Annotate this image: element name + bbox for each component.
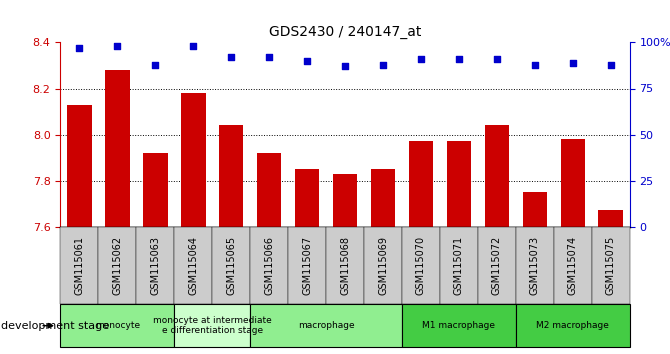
Bar bbox=[484, 125, 509, 227]
Bar bbox=[598, 210, 623, 227]
Point bbox=[606, 62, 616, 67]
Text: GSM115075: GSM115075 bbox=[606, 236, 616, 295]
Text: GSM115072: GSM115072 bbox=[492, 236, 502, 295]
Text: GSM115068: GSM115068 bbox=[340, 236, 350, 295]
Text: GSM115070: GSM115070 bbox=[416, 236, 426, 295]
Bar bbox=[257, 153, 281, 227]
Point bbox=[492, 56, 502, 62]
Point bbox=[188, 43, 198, 49]
Point bbox=[264, 55, 275, 60]
Text: GSM115062: GSM115062 bbox=[113, 236, 122, 295]
Bar bbox=[409, 141, 433, 227]
Text: GSM115064: GSM115064 bbox=[188, 236, 198, 295]
Bar bbox=[181, 93, 206, 227]
Point bbox=[150, 62, 161, 67]
Point bbox=[112, 43, 123, 49]
Point bbox=[529, 62, 540, 67]
Bar bbox=[219, 125, 243, 227]
Text: monocyte at intermediate
e differentiation stage: monocyte at intermediate e differentiati… bbox=[153, 316, 271, 335]
Point bbox=[74, 45, 84, 51]
Text: GSM115063: GSM115063 bbox=[150, 236, 160, 295]
Point bbox=[567, 60, 578, 65]
Point bbox=[302, 58, 312, 64]
Text: GSM115073: GSM115073 bbox=[530, 236, 540, 295]
Text: monocyte: monocyte bbox=[94, 321, 140, 330]
Point bbox=[226, 55, 237, 60]
Text: GSM115067: GSM115067 bbox=[302, 236, 312, 295]
Bar bbox=[447, 141, 471, 227]
Bar bbox=[105, 70, 129, 227]
Text: M2 macrophage: M2 macrophage bbox=[537, 321, 609, 330]
Text: GSM115066: GSM115066 bbox=[264, 236, 274, 295]
Text: GSM115061: GSM115061 bbox=[74, 236, 84, 295]
Bar bbox=[295, 169, 320, 227]
Point bbox=[415, 56, 426, 62]
Point bbox=[340, 64, 350, 69]
Bar bbox=[371, 169, 395, 227]
Text: GSM115074: GSM115074 bbox=[568, 236, 578, 295]
Point bbox=[454, 56, 464, 62]
Point bbox=[378, 62, 389, 67]
Bar bbox=[143, 153, 168, 227]
Text: M1 macrophage: M1 macrophage bbox=[423, 321, 495, 330]
Text: GSM115069: GSM115069 bbox=[378, 236, 388, 295]
Bar bbox=[333, 173, 357, 227]
Bar bbox=[561, 139, 585, 227]
Title: GDS2430 / 240147_at: GDS2430 / 240147_at bbox=[269, 25, 421, 39]
Text: macrophage: macrophage bbox=[297, 321, 354, 330]
Bar bbox=[523, 192, 547, 227]
Text: GSM115071: GSM115071 bbox=[454, 236, 464, 295]
Text: GSM115065: GSM115065 bbox=[226, 236, 236, 295]
Bar bbox=[67, 104, 92, 227]
Text: development stage: development stage bbox=[1, 321, 109, 331]
